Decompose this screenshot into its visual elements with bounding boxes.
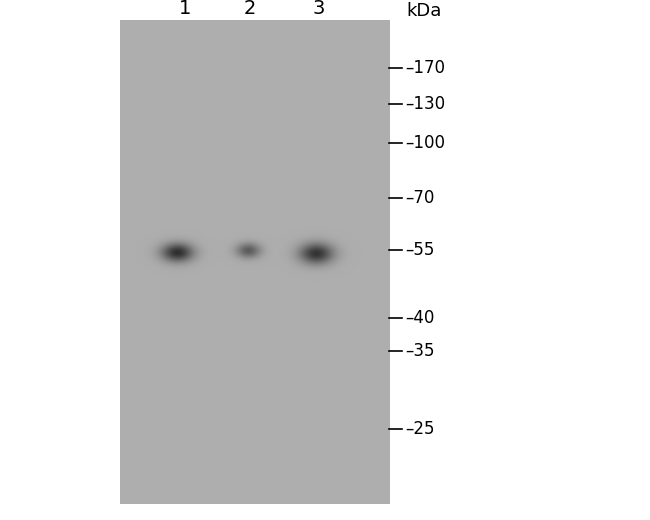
Text: 3: 3	[312, 0, 325, 18]
Text: –100: –100	[406, 134, 446, 152]
Text: –170: –170	[406, 59, 446, 76]
Text: 1: 1	[179, 0, 192, 18]
Text: –55: –55	[406, 241, 435, 258]
Text: –130: –130	[406, 95, 446, 113]
Text: 2: 2	[244, 0, 257, 18]
Text: –35: –35	[406, 342, 435, 360]
Text: –70: –70	[406, 189, 435, 206]
Text: –40: –40	[406, 309, 435, 327]
Text: –25: –25	[406, 420, 435, 438]
Text: kDa: kDa	[406, 2, 441, 20]
